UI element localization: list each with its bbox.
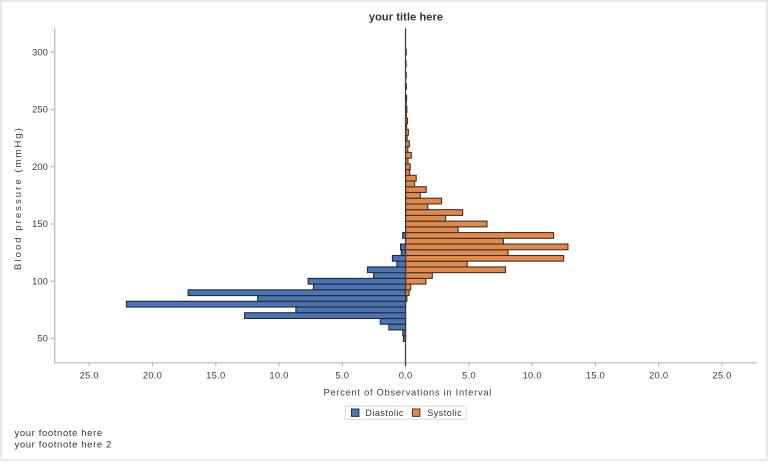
svg-text:300: 300	[32, 46, 48, 57]
svg-text:10.0: 10.0	[523, 370, 542, 381]
svg-text:Diastolic: Diastolic	[365, 408, 404, 418]
svg-text:5.0: 5.0	[462, 370, 476, 381]
svg-text:10.0: 10.0	[269, 370, 288, 381]
svg-text:25.0: 25.0	[80, 370, 99, 381]
svg-text:Percent of Observations in Int: Percent of Observations in Interval	[324, 388, 493, 398]
svg-text:your footnote here: your footnote here	[15, 428, 103, 439]
svg-text:150: 150	[32, 218, 48, 229]
svg-text:0.0: 0.0	[399, 370, 413, 381]
svg-text:100: 100	[32, 275, 48, 286]
svg-text:250: 250	[32, 104, 48, 115]
svg-text:20.0: 20.0	[649, 370, 668, 381]
svg-text:your title here: your title here	[369, 12, 443, 24]
svg-text:5.0: 5.0	[335, 370, 349, 381]
svg-text:20.0: 20.0	[143, 370, 162, 381]
svg-text:Systolic: Systolic	[427, 408, 462, 418]
svg-text:15.0: 15.0	[586, 370, 605, 381]
svg-text:15.0: 15.0	[206, 370, 225, 381]
svg-text:Blood pressure (mmHg): Blood pressure (mmHg)	[13, 126, 24, 270]
svg-text:your footnote here 2: your footnote here 2	[15, 439, 112, 450]
svg-text:50: 50	[37, 333, 47, 344]
svg-text:25.0: 25.0	[712, 370, 731, 381]
svg-text:200: 200	[32, 161, 48, 172]
